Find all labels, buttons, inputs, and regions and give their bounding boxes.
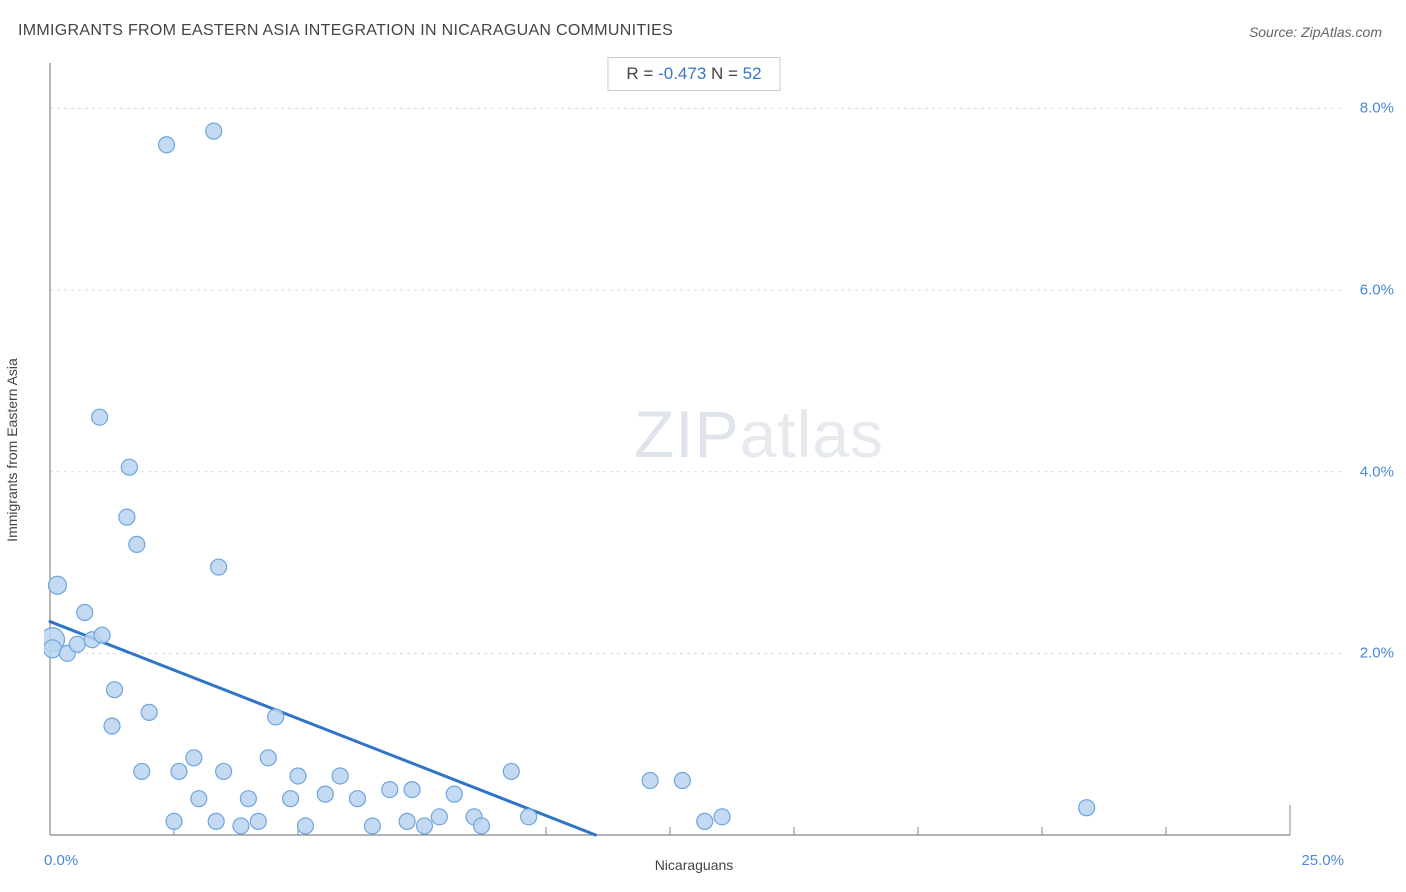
source-label: Source: ZipAtlas.com (1249, 24, 1382, 40)
chart-title: IMMIGRANTS FROM EASTERN ASIA INTEGRATION… (18, 22, 673, 40)
r-value: -0.473 (658, 64, 706, 83)
y-tick-label: 2.0% (1360, 645, 1394, 662)
y-tick-label: 4.0% (1360, 463, 1394, 480)
stats-box: R = -0.473 N = 52 (607, 57, 780, 91)
scatter-plot (44, 55, 1344, 845)
chart-container: Immigrants from Eastern Asia Nicaraguans… (44, 55, 1344, 845)
x-max-label: 25.0% (1301, 852, 1344, 869)
x-min-label: 0.0% (44, 852, 78, 869)
n-value: 52 (743, 64, 762, 83)
y-tick-label: 6.0% (1360, 282, 1394, 299)
x-axis-label: Nicaraguans (655, 857, 734, 873)
y-axis-label: Immigrants from Eastern Asia (4, 358, 20, 542)
y-tick-label: 8.0% (1360, 100, 1394, 117)
r-label: R = (626, 64, 658, 83)
n-label: N = (706, 64, 742, 83)
